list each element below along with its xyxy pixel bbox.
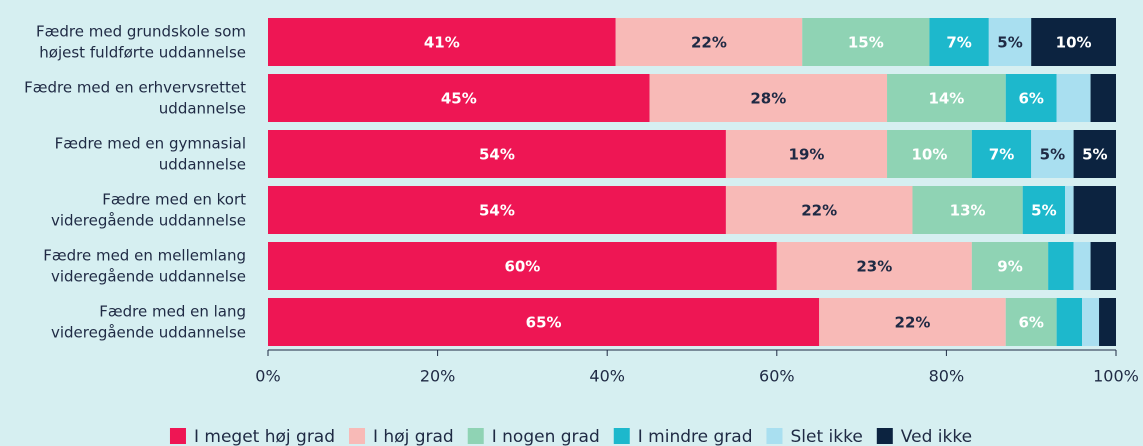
bar-segment: [1073, 130, 1116, 178]
value-label: 7%: [989, 146, 1014, 164]
category-label: Fædre med en kort videregående uddannelse: [51, 190, 246, 229]
bar-segment: [1099, 298, 1116, 346]
bar-segment: [1031, 18, 1116, 66]
bar-segment: [268, 298, 820, 346]
bar-segment: [1090, 242, 1116, 290]
bar-segment: [1065, 186, 1074, 234]
bar-segment: [1005, 74, 1057, 122]
bar-segment: [1073, 186, 1116, 234]
bar-segment: [971, 242, 1049, 290]
value-label: 22%: [801, 202, 837, 220]
bar-segment: [725, 130, 888, 178]
x-tick-label: 60%: [759, 367, 795, 386]
value-label: 15%: [848, 34, 884, 52]
x-tick-label: 20%: [420, 367, 456, 386]
bar-segment: [615, 18, 803, 66]
legend-label: Slet ikke: [790, 427, 862, 446]
bar-segment: [802, 18, 930, 66]
bar-segment: [929, 18, 989, 66]
bar-segment: [268, 130, 726, 178]
value-label: 60%: [504, 258, 540, 276]
value-label: 6%: [1018, 90, 1043, 108]
legend-swatch: [467, 428, 484, 444]
bar-segment: [971, 130, 1032, 178]
legend: I meget høj grad I høj grad I nogen grad I …: [169, 427, 972, 446]
legend-label: I mindre grad: [638, 427, 753, 446]
bar-segment: [649, 74, 888, 122]
category-label: Fædre med en mellemlang videregående udda…: [43, 246, 246, 285]
legend-swatch: [169, 428, 186, 444]
bar-segment: [1005, 298, 1057, 346]
bar-segment: [776, 242, 972, 290]
bar-segment: [725, 186, 913, 234]
bar-segment: [1031, 130, 1074, 178]
category-label: Fædre med en erhvervsrettet uddannelse: [24, 78, 246, 117]
value-label: 5%: [1031, 202, 1056, 220]
bar-segment: [268, 18, 616, 66]
bar-segment: [912, 186, 1023, 234]
value-label: 54%: [479, 146, 515, 164]
value-label: 10%: [1056, 34, 1092, 52]
legend-label: Ved ikke: [901, 427, 972, 446]
value-label: 10%: [911, 146, 947, 164]
legend-swatch: [613, 428, 630, 444]
value-label: 28%: [750, 90, 786, 108]
bar-segment: [268, 186, 726, 234]
value-label: 9%: [997, 258, 1022, 276]
value-label: 6%: [1018, 314, 1043, 332]
value-label: 41%: [424, 34, 460, 52]
value-label: 22%: [895, 314, 931, 332]
bar-segment: [1022, 186, 1066, 234]
x-tick-label: 0%: [255, 367, 280, 386]
category-label: Fædre med en gymnasial uddannelse: [55, 134, 246, 173]
bar-segment: [1082, 298, 1100, 346]
category-label: Fædre med grundskole som højest fuldførte…: [36, 22, 246, 61]
value-label: 23%: [856, 258, 892, 276]
bar-segment: [819, 298, 1006, 346]
x-tick-label: 40%: [589, 367, 625, 386]
value-label: 45%: [441, 90, 477, 108]
legend-swatch: [349, 428, 366, 444]
bar-segment: [268, 74, 650, 122]
value-label: 13%: [950, 202, 986, 220]
value-label: 5%: [1040, 146, 1065, 164]
bar-segment: [1056, 298, 1083, 346]
legend-swatch: [766, 428, 783, 444]
value-label: 5%: [1082, 146, 1107, 164]
x-tick-label: 80%: [929, 367, 965, 386]
bar-segment: [1073, 242, 1091, 290]
value-label: 54%: [479, 202, 515, 220]
legend-swatch: [876, 428, 893, 444]
value-label: 65%: [526, 314, 562, 332]
legend-label: I nogen grad: [492, 427, 600, 446]
bar-segment: [1090, 74, 1116, 122]
value-label: 7%: [946, 34, 971, 52]
x-tick-label: 100%: [1093, 367, 1139, 386]
legend-label: I høj grad: [373, 427, 454, 446]
value-label: 5%: [997, 34, 1022, 52]
bar-segment: [268, 242, 777, 290]
category-label: Fædre med en lang videregående uddannelse: [51, 302, 246, 341]
value-label: 14%: [928, 90, 964, 108]
bar-segment: [1056, 74, 1091, 122]
value-label: 19%: [789, 146, 825, 164]
bar-segment: [1048, 242, 1074, 290]
value-label: 22%: [691, 34, 727, 52]
bar-segment: [887, 74, 1006, 122]
bar-segment: [988, 18, 1032, 66]
bar-segment: [887, 130, 972, 178]
legend-label: I meget høj grad: [194, 427, 335, 446]
